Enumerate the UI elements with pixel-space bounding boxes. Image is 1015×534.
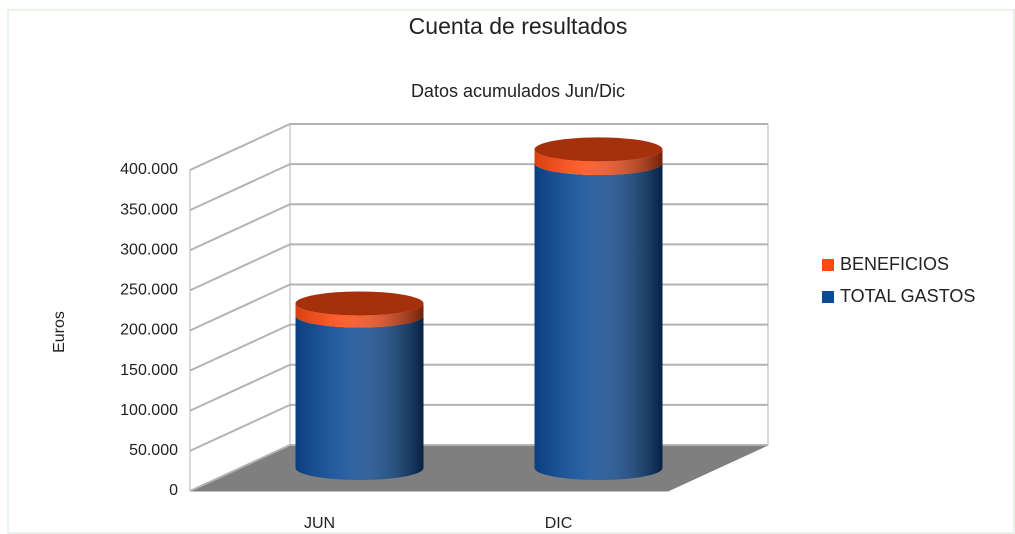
grid-line [189, 123, 768, 171]
y-axis-label: Euros [51, 311, 68, 353]
bar [295, 315, 424, 480]
bar-shade [295, 315, 424, 480]
bar [534, 163, 663, 481]
bar-shade [295, 303, 424, 328]
y-tick-label: 200.000 [120, 322, 178, 339]
chart-subtitle: Datos acumulados Jun/Dic [411, 81, 625, 101]
y-tick-label: 250.000 [120, 282, 178, 299]
bar-top-shade [534, 137, 663, 162]
legend-label: TOTAL GASTOS [840, 286, 975, 306]
y-tick-label: 100.000 [120, 402, 178, 419]
bar-top [295, 291, 424, 316]
y-tick-label: 0 [169, 482, 178, 499]
legend-swatch [822, 259, 834, 271]
frame [7, 9, 1015, 534]
y-tick-label: 50.000 [129, 442, 178, 459]
bar-top [534, 137, 663, 162]
bar-top-shade [295, 291, 424, 316]
bar-shade [534, 163, 663, 481]
y-tick-label: 150.000 [120, 362, 178, 379]
chart-title: Cuenta de resultados [409, 13, 628, 39]
legend-label: BENEFICIOS [840, 254, 949, 274]
bar-shade [534, 149, 663, 176]
y-tick-label: 350.000 [120, 201, 178, 218]
x-tick-label: JUN [304, 515, 335, 532]
bar [534, 137, 663, 176]
bar [295, 291, 424, 328]
y-tick-label: 300.000 [120, 241, 178, 258]
legend-swatch [822, 291, 834, 303]
y-tick-label: 400.000 [120, 161, 178, 178]
x-tick-label: DIC [545, 515, 573, 532]
